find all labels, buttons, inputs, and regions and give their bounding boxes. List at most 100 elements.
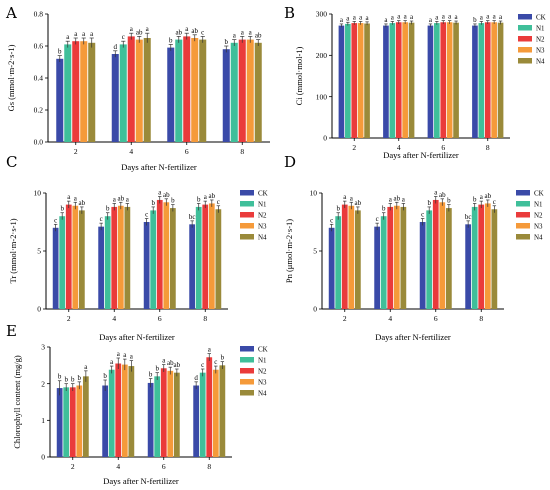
bar-ck-2 bbox=[328, 227, 335, 309]
legend-swatch-ck bbox=[518, 14, 532, 20]
significance-letter: a bbox=[66, 33, 70, 41]
bar-ck-6 bbox=[167, 47, 175, 142]
bar-ck-2 bbox=[338, 25, 345, 138]
bar-n4-2 bbox=[364, 23, 370, 138]
significance-letter: a bbox=[389, 195, 393, 203]
significance-letter: a bbox=[162, 357, 166, 365]
bar-n2-6 bbox=[440, 22, 447, 139]
significance-letter: b bbox=[103, 372, 107, 380]
legend-swatch-n3 bbox=[516, 223, 530, 229]
bar-n1-2 bbox=[59, 216, 66, 309]
x-tick-label: 4 bbox=[116, 462, 120, 471]
significance-letter: c bbox=[421, 211, 424, 219]
significance-letter: c bbox=[100, 215, 103, 223]
legend: CK N1 N2 N3 N4 bbox=[518, 14, 546, 66]
y-axis-title: Gs (mmol·m-2·s-1) bbox=[6, 44, 16, 111]
bar-n1-4 bbox=[104, 216, 111, 309]
significance-letter: a bbox=[346, 14, 350, 22]
bar-n4-2 bbox=[78, 210, 85, 309]
bar-ck-6 bbox=[427, 25, 434, 138]
x-axis-title: Days after N-fertilizer bbox=[99, 332, 175, 342]
legend-label: N3 bbox=[534, 223, 543, 231]
significance-letter: ab bbox=[163, 191, 170, 199]
significance-letter: b bbox=[427, 199, 431, 207]
x-tick-label: 4 bbox=[397, 143, 401, 152]
significance-letter: b bbox=[197, 195, 201, 203]
bar-n4-6 bbox=[169, 208, 176, 309]
bar-n3-4 bbox=[393, 205, 400, 309]
legend-label: N2 bbox=[258, 368, 267, 376]
bar-n2-4 bbox=[127, 36, 135, 142]
significance-letter: b bbox=[169, 36, 173, 44]
y-axis-title: Tr (mmol·m-2·s-1) bbox=[8, 218, 18, 283]
significance-letter: a bbox=[343, 193, 347, 201]
x-tick-label: 8 bbox=[486, 143, 490, 152]
bar-n2-2 bbox=[72, 41, 80, 143]
bar-n2-8 bbox=[238, 39, 246, 142]
significance-letter: a bbox=[429, 16, 433, 24]
significance-letter: a bbox=[113, 195, 117, 203]
bar-n1-2 bbox=[345, 23, 351, 139]
x-tick-label: 4 bbox=[129, 147, 133, 156]
significance-letter: c bbox=[201, 28, 204, 36]
bar-n2-4 bbox=[115, 363, 122, 457]
significance-letter: ab bbox=[208, 192, 215, 200]
y-tick-label: 0 bbox=[37, 305, 41, 314]
bar-n2-8 bbox=[206, 357, 213, 457]
legend-label: CK bbox=[258, 190, 268, 198]
bar-n4-8 bbox=[219, 365, 226, 457]
chart-panel-d: D 0 5 10 Pn (μmol·m-2·s-1) Days after N-ferti… bbox=[284, 153, 544, 342]
legend-swatch-n1 bbox=[516, 201, 530, 207]
bar-n3-6 bbox=[167, 370, 174, 457]
bar-n4-6 bbox=[199, 39, 207, 142]
legend-swatch-n2 bbox=[518, 36, 532, 42]
significance-letter: a bbox=[241, 28, 245, 36]
bar-n4-4 bbox=[408, 22, 415, 138]
significance-letter: a bbox=[384, 16, 388, 24]
legend-label: N4 bbox=[534, 234, 543, 242]
bar-n2-2 bbox=[69, 387, 76, 457]
significance-letter: a bbox=[455, 13, 459, 21]
bar-ck-6 bbox=[419, 222, 426, 309]
significance-letter: a bbox=[67, 193, 71, 201]
bar-ck-8 bbox=[222, 49, 230, 143]
legend-swatch-n2 bbox=[240, 368, 254, 374]
significance-letter: b bbox=[155, 365, 159, 373]
legend-label: N2 bbox=[534, 212, 543, 220]
chart-panel-c: C 0 5 10 Tr (mmol·m-2·s-1) Days after N-ferti… bbox=[6, 153, 268, 342]
y-tick-label: 0.2 bbox=[34, 106, 44, 115]
bar-n1-4 bbox=[119, 44, 127, 142]
significance-letter: a bbox=[434, 188, 438, 196]
panel-letter: A bbox=[5, 4, 17, 22]
legend-swatch-n1 bbox=[518, 25, 532, 31]
x-tick-label: 2 bbox=[352, 143, 356, 152]
legend-label: CK bbox=[536, 14, 546, 22]
significance-letter: a bbox=[340, 16, 344, 24]
significance-letter: a bbox=[442, 13, 446, 21]
bar-n4-4 bbox=[400, 206, 407, 309]
bar-n4-6 bbox=[173, 372, 180, 457]
bar-ck-8 bbox=[465, 224, 472, 309]
legend-swatch-ck bbox=[516, 190, 530, 196]
x-tick-label: 6 bbox=[434, 314, 438, 323]
x-tick-label: 4 bbox=[112, 314, 116, 323]
significance-letter: b bbox=[71, 376, 75, 384]
bar-n4-8 bbox=[215, 209, 222, 309]
legend-swatch-n1 bbox=[240, 357, 254, 363]
bar-n3-8 bbox=[246, 39, 254, 142]
significance-letter: a bbox=[130, 353, 134, 361]
x-tick-label: 6 bbox=[441, 143, 445, 152]
y-tick-label: 0.8 bbox=[34, 10, 44, 19]
legend-swatch-ck bbox=[240, 346, 254, 352]
significance-letter: a bbox=[146, 25, 150, 33]
significance-letter: a bbox=[499, 13, 503, 21]
bar-n2-4 bbox=[395, 22, 402, 139]
legend-swatch-n4 bbox=[240, 390, 254, 396]
legend: CK N1 N2 N3 N4 bbox=[240, 346, 268, 398]
bar-n3-4 bbox=[117, 205, 124, 309]
legend-label: N1 bbox=[258, 357, 267, 365]
bar-n3-6 bbox=[191, 38, 199, 142]
significance-letter: a bbox=[480, 193, 484, 201]
bar-n2-8 bbox=[484, 22, 491, 139]
y-tick-label: 0 bbox=[41, 453, 45, 462]
